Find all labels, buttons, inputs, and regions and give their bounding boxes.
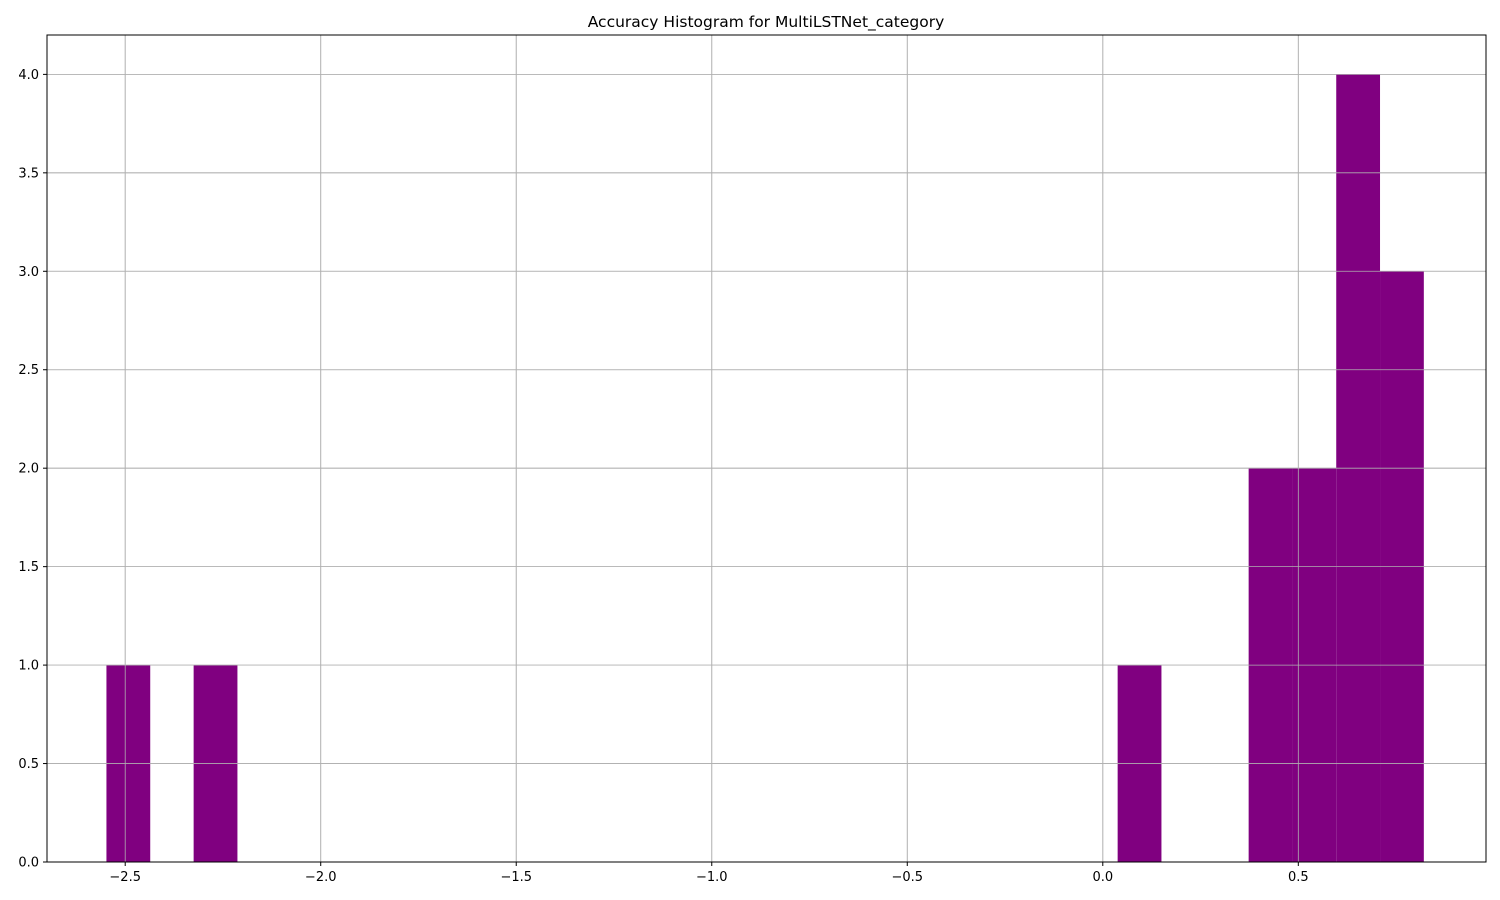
x-tick-label: −2.0 [305, 870, 337, 885]
y-tick-label: 3.0 [18, 265, 39, 280]
y-tick-label: 0.5 [18, 757, 39, 772]
y-tick-label: 3.5 [18, 166, 39, 181]
y-tick-label: 4.0 [18, 68, 39, 83]
x-axis-ticks: −2.5 −2.0 −1.5 −1.0 −0.5 0.0 0.5 [109, 862, 1309, 885]
x-tick-label: −0.5 [891, 870, 923, 885]
chart-title: Accuracy Histogram for MultiLSTNet_categ… [588, 13, 945, 32]
x-tick-label: −2.5 [109, 870, 141, 885]
y-tick-label: 0.0 [18, 856, 39, 871]
x-tick-label: 0.5 [1288, 870, 1309, 885]
y-tick-label: 1.0 [18, 659, 39, 674]
x-tick-label: −1.0 [696, 870, 728, 885]
x-tick-label: 0.0 [1092, 870, 1113, 885]
y-axis-ticks: 0.0 0.5 1.0 1.5 2.0 2.5 3.0 3.5 4.0 [18, 68, 47, 871]
y-tick-label: 1.5 [18, 560, 39, 575]
y-tick-label: 2.5 [18, 363, 39, 378]
bars-layer [47, 35, 1486, 863]
x-tick-label: −1.5 [500, 870, 532, 885]
plot-frame [46, 34, 1487, 863]
y-tick-label: 2.0 [18, 462, 39, 477]
